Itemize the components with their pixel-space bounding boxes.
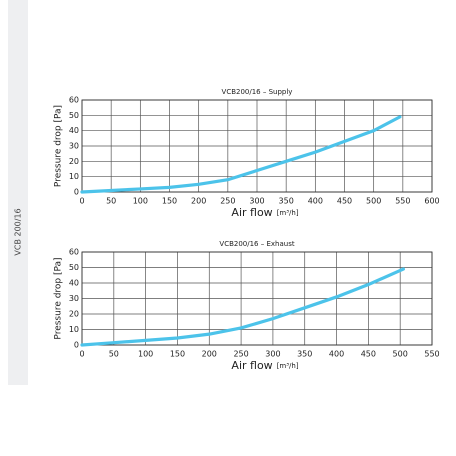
y-tick-label: 60: [69, 96, 79, 105]
x-tick-label: 50: [106, 197, 116, 206]
x-tick-label: 150: [170, 350, 185, 359]
y-axis-label: Pressure drop [Pa]: [54, 105, 64, 187]
x-axis-title: Air flow: [231, 359, 272, 372]
x-axis-unit: [m³/h]: [277, 209, 299, 217]
plot-frame: [81, 251, 433, 346]
x-tick-label: 0: [79, 197, 84, 206]
x-tick-label: 400: [308, 197, 323, 206]
x-tick-label: 600: [424, 197, 439, 206]
plot-frame: [81, 99, 433, 193]
x-tick-label: 150: [162, 197, 177, 206]
y-tick-label: 30: [69, 142, 79, 151]
y-tick-label: 10: [69, 325, 79, 334]
y-tick-label: 0: [74, 341, 79, 350]
x-tick-label: 200: [191, 197, 206, 206]
y-tick-label: 20: [69, 310, 79, 319]
y-tick-label: 10: [69, 172, 79, 181]
x-tick-label: 300: [265, 350, 280, 359]
x-axis-label: Air flow [m³/h]: [231, 206, 298, 219]
y-axis-label: Pressure drop [Pa]: [54, 257, 64, 339]
y-tick-label: 60: [69, 248, 79, 257]
x-tick-label: 500: [393, 350, 408, 359]
curve: [80, 267, 405, 347]
x-tick-label: 250: [220, 197, 235, 206]
x-tick-label: 200: [202, 350, 217, 359]
x-tick-label: 400: [329, 350, 344, 359]
y-tick-label: 50: [69, 111, 79, 120]
chart-title: VCB200/16 – Supply: [222, 88, 293, 96]
x-tick-label: 500: [366, 197, 381, 206]
x-tick-label: 100: [133, 197, 148, 206]
curve: [80, 115, 402, 194]
x-axis-title: Air flow: [231, 206, 272, 219]
x-axis-label: Air flow [m³/h]: [231, 359, 298, 372]
y-tick-label: 40: [69, 126, 79, 135]
y-tick-label: 20: [69, 157, 79, 166]
x-tick-label: 450: [337, 197, 352, 206]
x-tick-label: 250: [233, 350, 248, 359]
x-tick-label: 550: [424, 350, 439, 359]
x-tick-label: 300: [249, 197, 264, 206]
x-tick-label: 350: [279, 197, 294, 206]
sidebar-label: VCB 200/16: [14, 208, 23, 255]
sidebar: [8, 0, 28, 385]
x-tick-label: 450: [361, 350, 376, 359]
x-tick-label: 50: [109, 350, 119, 359]
y-tick-label: 30: [69, 294, 79, 303]
x-tick-label: 350: [297, 350, 312, 359]
x-tick-label: 100: [138, 350, 153, 359]
y-tick-label: 50: [69, 263, 79, 272]
y-tick-label: 40: [69, 279, 79, 288]
chart-title: VCB200/16 – Exhaust: [219, 240, 294, 248]
x-tick-label: 0: [79, 350, 84, 359]
x-axis-unit: [m³/h]: [277, 362, 299, 370]
x-tick-label: 550: [395, 197, 410, 206]
y-tick-label: 0: [74, 188, 79, 197]
